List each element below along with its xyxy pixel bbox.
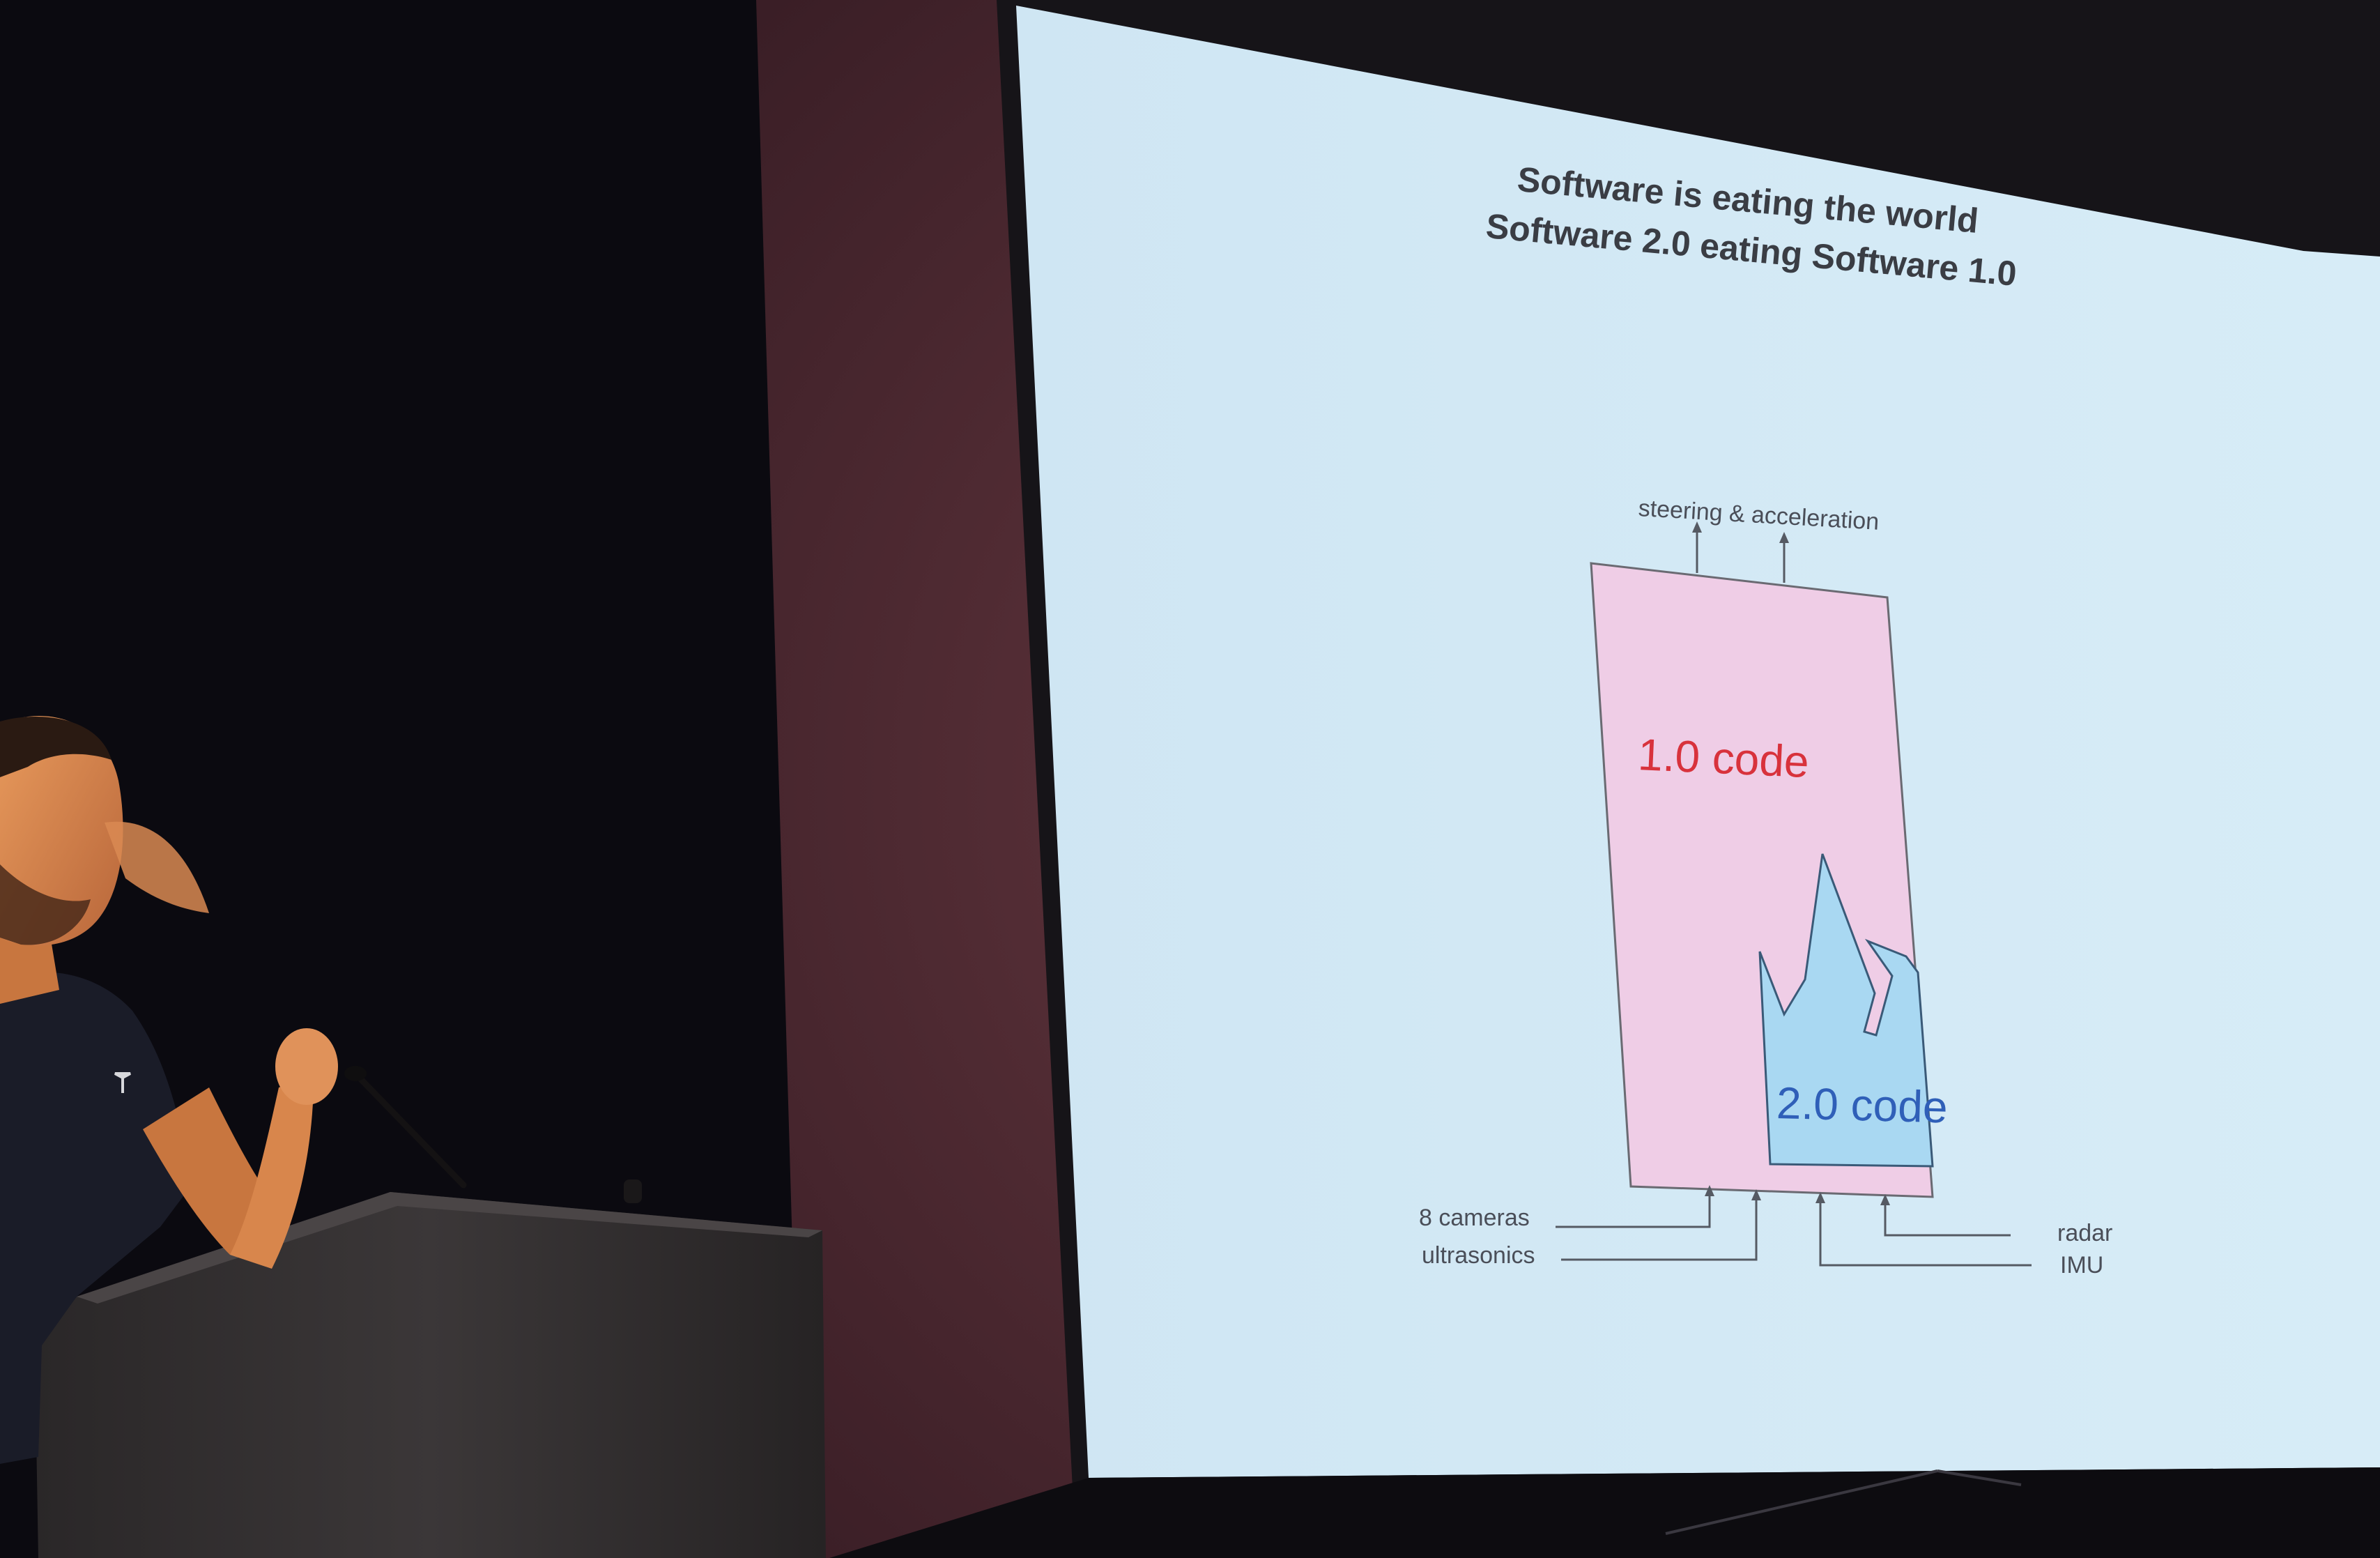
input-label-ultrasonics: ultrasonics bbox=[1422, 1242, 1535, 1269]
stage-cable bbox=[1665, 1469, 1938, 1535]
output-arrowhead-2 bbox=[1779, 532, 1789, 543]
input-label-cameras: 8 cameras bbox=[1419, 1205, 1530, 1231]
presenter-arm bbox=[143, 1087, 272, 1255]
microphone-head bbox=[344, 1066, 367, 1081]
shirt-logo bbox=[114, 1072, 131, 1093]
presenter-raised-hand bbox=[105, 821, 209, 913]
podium bbox=[35, 1192, 826, 1558]
presenter-forearm bbox=[230, 1077, 314, 1269]
input-line-imu bbox=[1819, 1200, 2032, 1267]
presenter-beard bbox=[0, 864, 91, 945]
input-line-cameras bbox=[1556, 1193, 1711, 1228]
input-arrowhead-cameras bbox=[1705, 1185, 1714, 1196]
screen-bottom-edge bbox=[829, 1467, 2380, 1558]
input-line-ultrasonics bbox=[1561, 1198, 1758, 1261]
input-arrowhead-imu bbox=[1815, 1192, 1825, 1203]
box-2-0-code bbox=[1758, 853, 1934, 1168]
input-label-imu: IMU bbox=[2060, 1252, 2104, 1278]
stage-cable-2 bbox=[1937, 1469, 2022, 1486]
microphone bbox=[348, 1067, 467, 1189]
box-1-0-code-label: 1.0 code bbox=[1636, 728, 1811, 788]
podium-lamp bbox=[624, 1179, 642, 1203]
input-label-radar: radar bbox=[2057, 1220, 2113, 1246]
box-2-0-code-label: 2.0 code bbox=[1776, 1077, 1949, 1133]
input-arrowhead-ultrasonics bbox=[1751, 1189, 1761, 1200]
presenter-neck bbox=[0, 927, 59, 1004]
presenter-fist bbox=[275, 1028, 338, 1105]
presenter-hair bbox=[0, 716, 112, 777]
input-line-radar bbox=[1884, 1202, 2011, 1237]
output-arrowhead-1 bbox=[1692, 521, 1702, 533]
podium-top bbox=[77, 1192, 822, 1304]
input-arrowhead-radar bbox=[1880, 1194, 1890, 1205]
presenter bbox=[0, 972, 192, 1464]
